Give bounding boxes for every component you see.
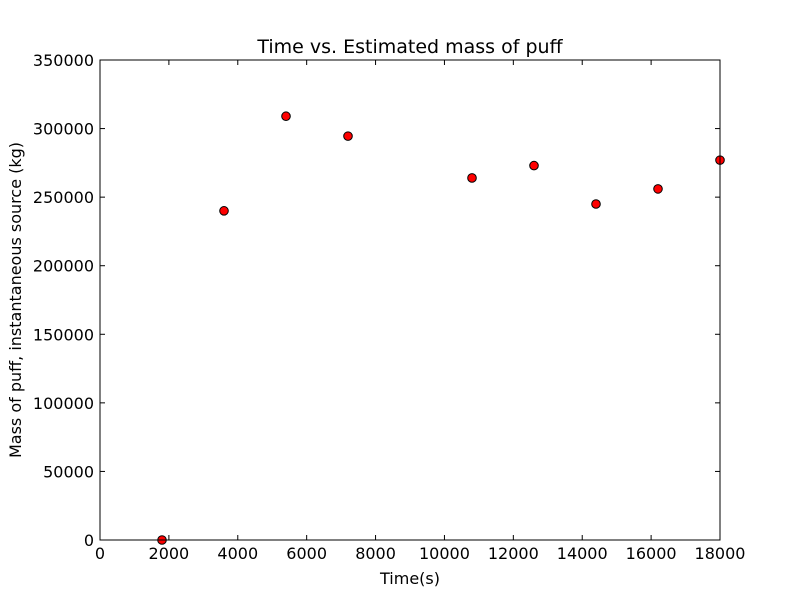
y-tick-label: 250000: [33, 188, 94, 207]
data-point: [467, 173, 477, 183]
x-tick-label: 6000: [286, 544, 327, 563]
x-tick-label: 4000: [217, 544, 258, 563]
y-tick-label: 200000: [33, 257, 94, 276]
x-axis-label: Time(s): [379, 569, 440, 588]
x-tick-label: 14000: [557, 544, 608, 563]
x-tick-label: 16000: [626, 544, 677, 563]
chart-title: Time vs. Estimated mass of puff: [256, 36, 563, 58]
data-point: [529, 160, 539, 171]
data-point: [591, 199, 601, 209]
data-point: [343, 131, 353, 141]
y-axis-label: Mass of puff, instantaneous source (kg): [6, 142, 25, 458]
data-point: [219, 206, 229, 216]
ticks-layer: 0 2000 4000 6000 8000 10000 12000 14000 16000 180…: [33, 51, 746, 563]
y-tick-label: 100000: [33, 394, 94, 413]
y-tick-label: 0: [84, 531, 94, 550]
x-tick-label: 18000: [695, 544, 746, 563]
x-tick-label: 0: [95, 544, 105, 563]
y-tick-label: 150000: [33, 325, 94, 344]
y-tick-label: 50000: [43, 462, 94, 481]
x-tick-label: 2000: [149, 544, 190, 563]
y-tick-label: 300000: [33, 120, 94, 139]
plot-area-frame: [99, 59, 721, 541]
x-tick-label: 10000: [419, 544, 470, 563]
y-tick-label: 350000: [33, 51, 94, 70]
data-point: [653, 184, 663, 194]
data-point: [281, 111, 291, 122]
x-tick-label: 12000: [488, 544, 539, 563]
x-tick-label: 8000: [355, 544, 396, 563]
